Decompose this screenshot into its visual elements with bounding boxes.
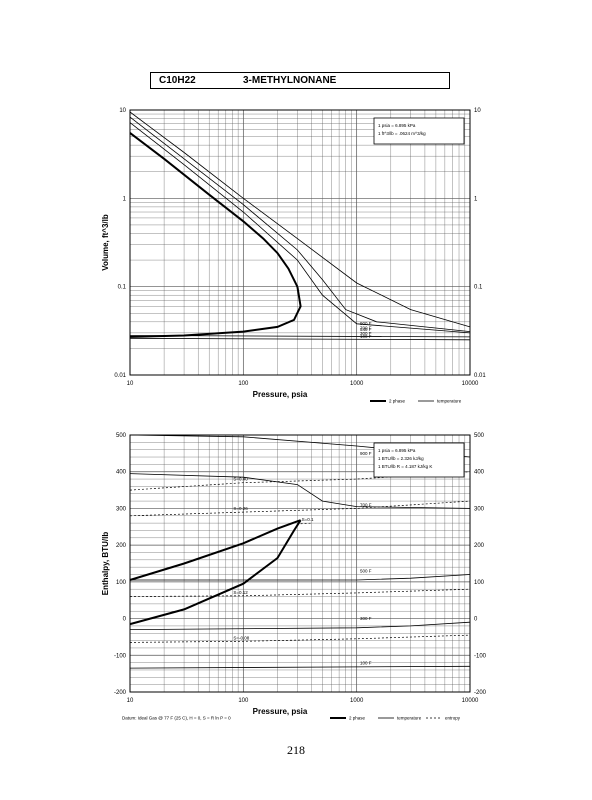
y-tick-label: 0 xyxy=(123,617,127,623)
formula-label: C10H22 xyxy=(159,75,196,86)
y-tick-label: 100 xyxy=(116,580,127,586)
y-tick-label-right: 300 xyxy=(474,506,485,512)
conversion-box xyxy=(373,442,465,478)
y-tick-label-right: 1 xyxy=(474,196,478,202)
plot-frame xyxy=(129,109,471,376)
series-500-f-line xyxy=(130,574,471,581)
y-axis-label: Volume, ft^3/lb xyxy=(101,214,110,271)
y-tick-label: 200 xyxy=(116,543,127,549)
legend-label: temperature xyxy=(397,716,422,721)
y-tick-label-right: 100 xyxy=(474,580,485,586)
y-tick-label: 400 xyxy=(116,470,127,476)
y-tick-label: 0.1 xyxy=(118,285,127,291)
series-two-phase-line xyxy=(129,519,302,626)
series-label: 500 F xyxy=(360,569,372,574)
y-tick-label-right: 10 xyxy=(474,108,481,114)
x-tick-label: 1000 xyxy=(350,381,364,387)
series-900-f-line xyxy=(129,111,471,328)
series-label: S=0.40 xyxy=(233,477,248,482)
x-tick-label: 10 xyxy=(127,698,134,704)
x-tick-label: 10 xyxy=(127,381,134,387)
y-tick-label: 300 xyxy=(116,506,127,512)
series-100-f-line xyxy=(129,337,471,341)
y-tick-label: 10 xyxy=(119,108,126,114)
conversion-text: 1 ft^3/lb = .0624 m^3/kg xyxy=(378,131,426,136)
y-tick-label-right: 400 xyxy=(474,470,485,476)
y-tick-label-right: -100 xyxy=(474,653,487,659)
x-tick-label: 10000 xyxy=(462,381,479,387)
y-tick-label-right: 0.1 xyxy=(474,285,483,291)
series-700-f-line xyxy=(129,473,471,509)
y-tick-label-right: 0.01 xyxy=(474,373,486,379)
y-tick-label: -200 xyxy=(114,690,127,696)
series-two-phase-line xyxy=(129,286,302,338)
conversion-box xyxy=(373,117,465,145)
conversion-text: 1 psia = 6.895 kPa xyxy=(378,123,416,128)
x-axis-label: Pressure, psia xyxy=(253,390,308,399)
series-s-0-26-line xyxy=(129,500,471,517)
series-700-f-line xyxy=(129,116,471,332)
series-100-f-line xyxy=(129,665,471,669)
series-s-0-40-line xyxy=(129,471,471,491)
compound-name: 3-METHYLNONANE xyxy=(243,75,337,86)
legend-label: temperature xyxy=(437,399,462,404)
series-label: 300 F xyxy=(360,331,372,336)
x-tick-label: 100 xyxy=(238,698,249,704)
series-two-phase-line xyxy=(129,132,299,288)
series-label: 900 F xyxy=(360,321,372,326)
series-label: 540 F xyxy=(360,327,372,332)
series-label: S=0.26 xyxy=(233,506,248,511)
series-label: 300 F xyxy=(360,616,372,621)
series-label: 700 F xyxy=(360,502,372,507)
y-tick-label-right: 0 xyxy=(474,617,478,623)
series-label: S=0.1 xyxy=(302,517,314,522)
chart-volume: 10 100 1000 100001010.10.011010.10.01Pressu… xyxy=(101,108,486,404)
series-label: 100 F xyxy=(360,660,372,665)
y-tick-label: -100 xyxy=(114,653,127,659)
series-label: 900 F xyxy=(360,451,372,456)
series-540-f-line xyxy=(129,122,471,334)
y-tick-label-right: 200 xyxy=(474,543,485,549)
y-tick-label-right: 500 xyxy=(474,433,485,439)
series-label: 700 F xyxy=(360,326,372,331)
conversion-text: 1 psia = 6.895 kPa xyxy=(378,448,416,453)
legend-label: 2 phase xyxy=(389,399,406,404)
series-300-f-line xyxy=(129,335,471,338)
y-tick-label: 500 xyxy=(116,433,127,439)
series-label: 100 F xyxy=(360,334,372,339)
series-label: S=0.12 xyxy=(233,590,248,595)
x-axis-label: Pressure, psia xyxy=(253,707,308,716)
series-s-0-12-line xyxy=(129,588,471,597)
legend-label: entropy xyxy=(445,716,461,721)
x-tick-label: 10000 xyxy=(462,698,479,704)
x-tick-label: 100 xyxy=(238,381,249,387)
series-s-0-08-line xyxy=(129,634,471,643)
y-tick-label: 0.01 xyxy=(114,373,126,379)
footnote: Datum: Ideal Gas @ 77 F (25 C), H = 0, S… xyxy=(122,716,231,721)
plot-frame xyxy=(129,434,471,693)
y-axis-label: Enthalpy, BTU/lb xyxy=(101,532,110,596)
series-two-phase-line xyxy=(129,519,301,581)
series-300-f-line xyxy=(129,621,471,630)
page-number: 218 xyxy=(287,743,305,757)
chart-title-box: C10H22 3-METHYLNONANE xyxy=(150,72,450,89)
conversion-text: 1 BTU/lb R = 4.187 kJ/kg K xyxy=(378,464,432,469)
series-label: S=-0.08 xyxy=(233,635,249,640)
y-tick-label-right: -200 xyxy=(474,690,487,696)
y-tick-label: 1 xyxy=(123,196,127,202)
series-s-0-1-line xyxy=(300,522,312,525)
chart-enthalpy: 10 100 1000 100005004003002001000-100-20050… xyxy=(101,433,487,721)
conversion-text: 1 BTU/lb = 2.326 kJ/kg xyxy=(378,456,424,461)
x-tick-label: 1000 xyxy=(350,698,364,704)
legend-label: 2 phase xyxy=(349,716,366,721)
